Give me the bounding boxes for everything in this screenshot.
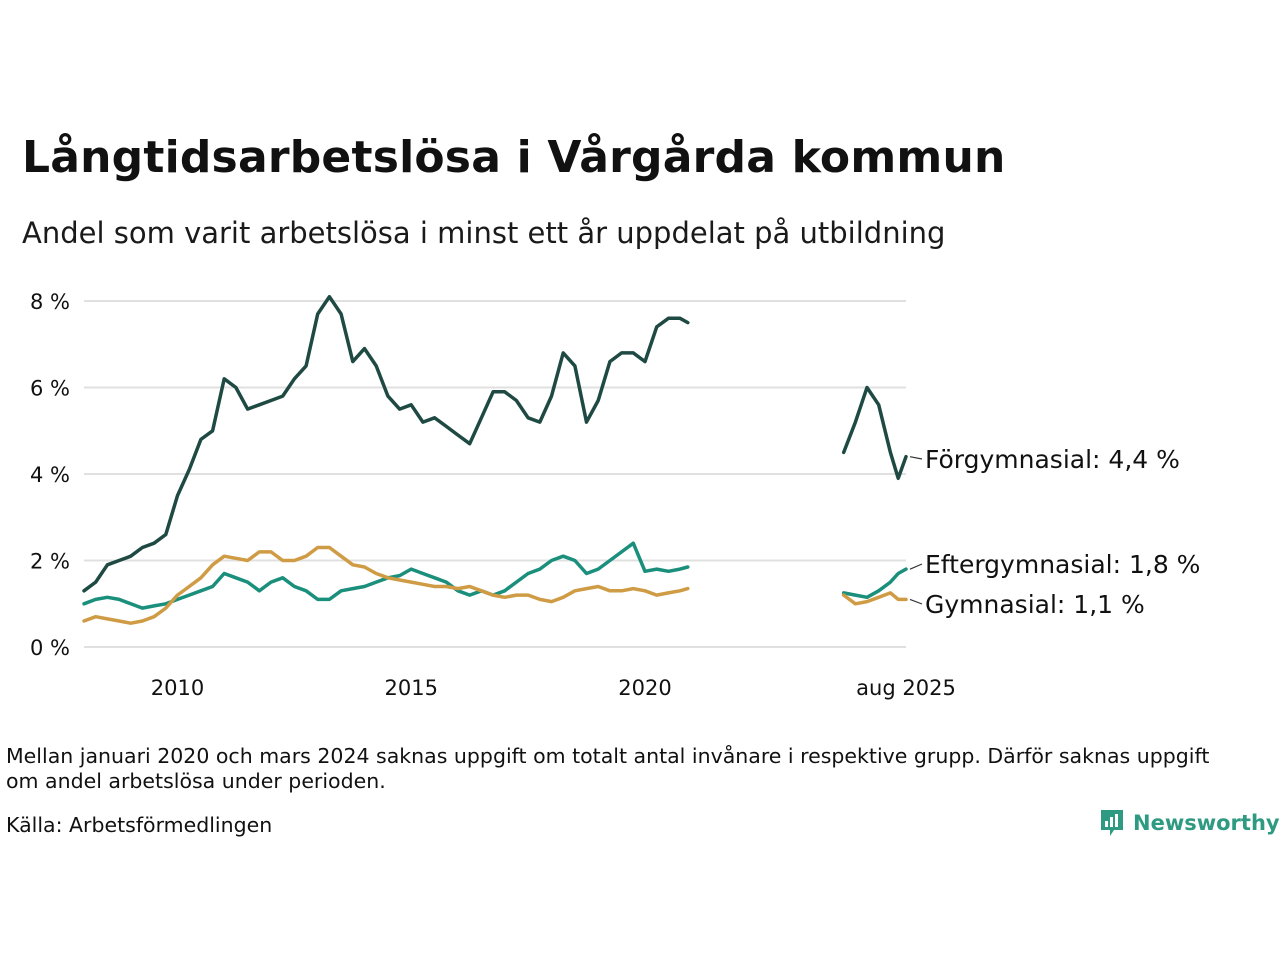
end-label-gymnasial: Gymnasial: 1,1 %	[925, 590, 1145, 619]
chart-title: Långtidsarbetslösa i Vårgårda kommun	[22, 132, 1006, 183]
y-tick-label: 0 %	[30, 636, 70, 660]
logo-text: Newsworthy	[1133, 811, 1280, 835]
series-line-eftergymnasial	[841, 567, 908, 600]
x-tick-label: aug 2025	[856, 676, 956, 700]
source-text: Källa: Arbetsförmedlingen	[6, 813, 273, 837]
series-line-förgymnasial	[841, 385, 908, 481]
y-tick-label: 6 %	[30, 377, 70, 401]
end-label-eftergymnasial: Eftergymnasial: 1,8 %	[925, 550, 1200, 579]
bar-chart-speech-bubble-icon	[1101, 810, 1123, 836]
series-line-gymnasial	[82, 545, 690, 625]
x-tick-label: 2015	[385, 676, 438, 700]
y-tick-label: 2 %	[30, 550, 70, 574]
y-tick-label: 4 %	[30, 463, 70, 487]
chart-subtitle: Andel som varit arbetslösa i minst ett å…	[22, 216, 946, 250]
newsworthy-logo: Newsworthy	[1099, 808, 1280, 838]
series-lines	[82, 294, 908, 625]
y-tick-label: 8 %	[30, 290, 70, 314]
series-line-gymnasial	[841, 591, 908, 606]
x-tick-label: 2010	[151, 676, 204, 700]
x-axis: 2010 2015 2020 aug 2025	[151, 676, 956, 700]
end-label-förgymnasial: Förgymnasial: 4,4 %	[925, 445, 1180, 474]
end-label-connector	[909, 456, 923, 460]
end-label-connector	[909, 598, 923, 605]
footnote: Mellan januari 2020 och mars 2024 saknas…	[6, 744, 1210, 793]
series-line-förgymnasial	[82, 294, 690, 593]
line-chart: 0 % 2 % 4 % 6 % 8 % 2010 2015 2020 aug 2025 För…	[30, 290, 1200, 700]
end-labels: Förgymnasial: 4,4 % Eftergymnasial: 1,8 %…	[909, 445, 1200, 619]
end-label-connector	[909, 563, 923, 570]
y-axis: 0 % 2 % 4 % 6 % 8 %	[30, 290, 70, 660]
x-tick-label: 2020	[618, 676, 671, 700]
